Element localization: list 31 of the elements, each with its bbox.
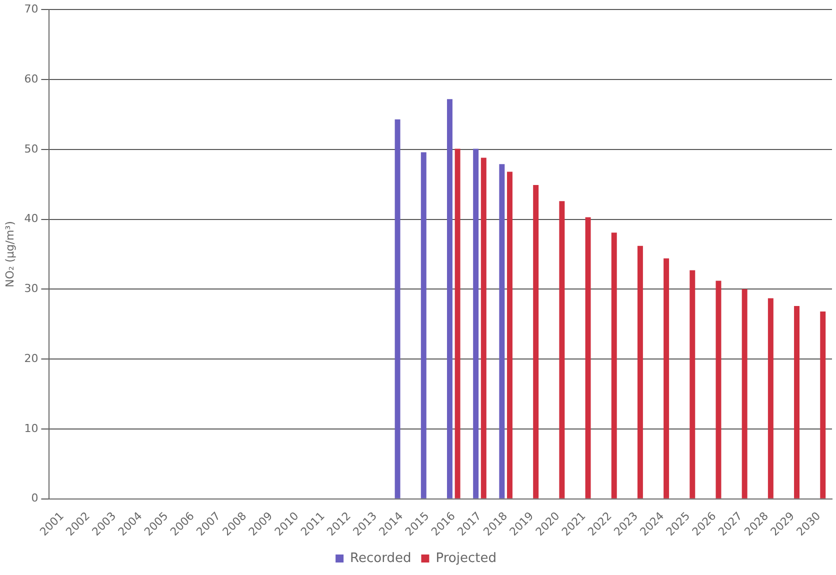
bar xyxy=(611,232,617,498)
legend-label: Projected xyxy=(436,550,496,566)
y-tick-label: 0 xyxy=(31,492,38,505)
bar xyxy=(420,152,426,498)
y-tick-label: 50 xyxy=(24,142,38,156)
y-tick-label: 20 xyxy=(24,352,38,365)
y-tick-label: 10 xyxy=(24,422,38,435)
bar xyxy=(394,119,400,498)
bar xyxy=(742,289,748,498)
bar xyxy=(454,148,460,498)
bar xyxy=(446,99,452,498)
y-tick-label: 40 xyxy=(24,212,38,226)
bar xyxy=(480,158,486,498)
y-tick-label: 30 xyxy=(24,282,38,296)
bar xyxy=(690,270,696,498)
bar xyxy=(637,246,643,498)
y-tick-label: 70 xyxy=(24,2,38,16)
bar xyxy=(716,280,722,498)
bar xyxy=(664,258,670,498)
y-axis-title: NO₂ (µg/m³) xyxy=(3,221,16,288)
bar xyxy=(533,185,539,498)
bar xyxy=(499,164,505,498)
bar xyxy=(585,217,591,498)
bar xyxy=(820,312,826,498)
y-tick-label: 60 xyxy=(24,72,38,86)
bar xyxy=(507,172,512,498)
bar xyxy=(559,201,565,498)
bar xyxy=(473,148,479,498)
legend-label: Recorded xyxy=(350,550,412,566)
bar xyxy=(794,306,800,498)
bar xyxy=(768,298,774,498)
